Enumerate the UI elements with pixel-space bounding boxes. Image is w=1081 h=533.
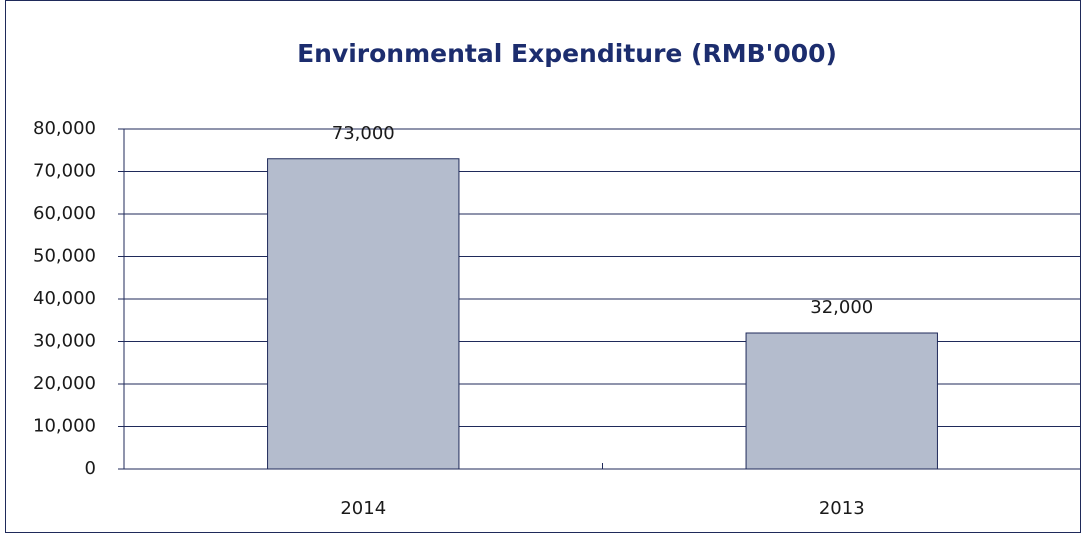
x-tick-label: 2014 (340, 498, 386, 519)
y-tick-label: 10,000 (33, 416, 96, 437)
y-tick-label: 20,000 (33, 373, 96, 394)
y-tick-label: 40,000 (33, 288, 96, 309)
x-tick-label: 2013 (819, 498, 865, 519)
y-tick-label: 0 (85, 458, 96, 479)
y-tick-label: 60,000 (33, 203, 96, 224)
y-tick-label: 50,000 (33, 246, 96, 267)
y-tick-label: 30,000 (33, 331, 96, 352)
value-label: 32,000 (810, 297, 873, 318)
y-tick-label: 80,000 (33, 118, 96, 139)
chart-title: Environmental Expenditure (RMB'000) (297, 39, 837, 68)
bar (745, 332, 938, 470)
bar (267, 158, 460, 470)
value-label: 73,000 (332, 123, 395, 144)
y-tick-label: 70,000 (33, 161, 96, 182)
